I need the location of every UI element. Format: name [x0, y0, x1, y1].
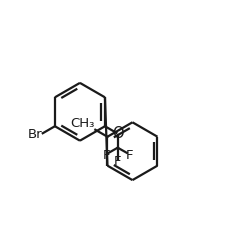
Text: F: F — [113, 155, 121, 168]
Text: F: F — [102, 148, 110, 161]
Text: CH₃: CH₃ — [70, 116, 94, 129]
Text: F: F — [125, 148, 132, 161]
Text: O: O — [111, 126, 123, 141]
Text: Br: Br — [27, 127, 42, 140]
